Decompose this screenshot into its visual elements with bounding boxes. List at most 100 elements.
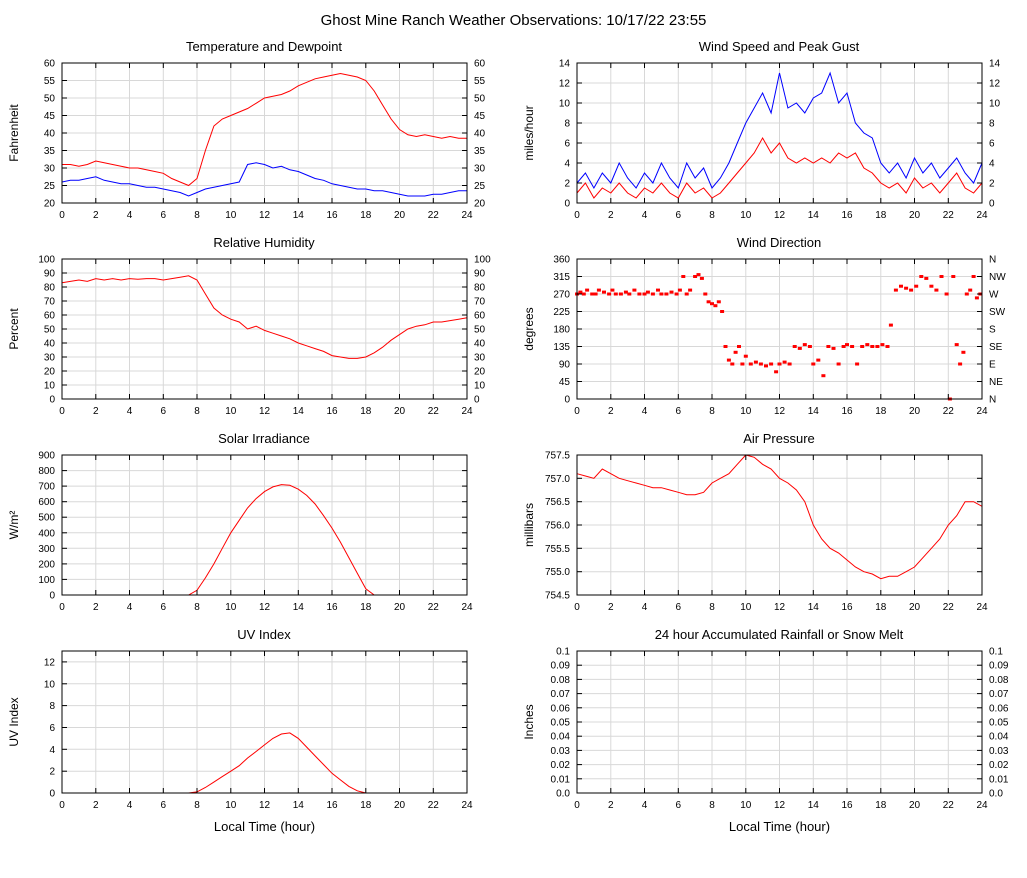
svg-text:6: 6 [675,406,681,417]
svg-text:55: 55 [474,76,486,87]
svg-text:0.06: 0.06 [989,703,1009,714]
svg-text:18: 18 [360,406,372,417]
svg-text:30: 30 [43,164,55,175]
svg-text:400: 400 [38,528,55,539]
svg-text:0: 0 [574,406,580,417]
svg-text:14: 14 [807,800,819,811]
svg-text:30: 30 [43,353,55,364]
svg-text:12: 12 [989,79,1001,90]
svg-text:12: 12 [258,602,270,613]
svg-text:2: 2 [989,179,995,190]
svg-text:8: 8 [564,119,570,130]
svg-text:10: 10 [740,800,752,811]
svg-text:18: 18 [875,210,887,221]
svg-text:90: 90 [474,269,486,280]
svg-text:0.05: 0.05 [550,718,570,729]
chart-title-wind-speed-gust: Wind Speed and Peak Gust [698,39,860,54]
svg-text:756.0: 756.0 [544,521,569,532]
svg-text:2: 2 [608,406,614,417]
svg-text:10: 10 [225,800,237,811]
svg-text:8: 8 [709,406,715,417]
svg-text:20: 20 [474,367,486,378]
svg-text:20: 20 [393,602,405,613]
svg-text:24: 24 [461,210,473,221]
svg-text:24: 24 [976,406,988,417]
svg-text:270: 270 [553,290,570,301]
svg-text:18: 18 [875,800,887,811]
figure-air-pressure: Air Pressure 0 2 4 6 8 10 12 14 16 18 20 22 24 754.5 7… [519,429,1024,619]
svg-text:0: 0 [989,199,995,210]
svg-text:225: 225 [553,307,570,318]
svg-text:45: 45 [43,111,55,122]
svg-text:180: 180 [553,325,570,336]
chart-title-air-pressure: Air Pressure [743,431,815,446]
chart-title-rainfall: 24 hour Accumulated Rainfall or Snow Mel… [654,627,904,642]
svg-text:6: 6 [160,210,166,221]
svg-text:20: 20 [908,602,920,613]
svg-text:14: 14 [292,602,304,613]
svg-text:20: 20 [474,199,486,210]
svg-text:16: 16 [326,406,338,417]
svg-text:22: 22 [427,210,439,221]
svg-text:10: 10 [225,602,237,613]
svg-text:0: 0 [59,210,65,221]
svg-text:0: 0 [59,406,65,417]
svg-text:Local Time (hour): Local Time (hour) [213,819,314,834]
svg-text:756.5: 756.5 [544,497,569,508]
svg-text:0: 0 [574,210,580,221]
svg-text:10: 10 [740,210,752,221]
svg-text:22: 22 [427,800,439,811]
svg-text:0.04: 0.04 [550,732,570,743]
svg-text:14: 14 [558,59,570,70]
svg-text:50: 50 [474,325,486,336]
svg-text:10: 10 [740,602,752,613]
svg-text:30: 30 [474,353,486,364]
svg-text:8: 8 [194,406,200,417]
svg-text:S: S [989,325,996,336]
svg-text:0: 0 [474,395,480,406]
svg-text:100: 100 [38,575,55,586]
svg-text:NE: NE [989,377,1003,388]
svg-text:0: 0 [574,602,580,613]
svg-text:N: N [989,255,996,266]
svg-text:40: 40 [43,129,55,140]
svg-text:10: 10 [740,406,752,417]
svg-text:20: 20 [908,406,920,417]
svg-text:16: 16 [326,210,338,221]
solar-irradiance-chart: 0 2 4 6 8 10 12 14 16 18 20 22 240100200300400500600… [7,451,473,614]
svg-text:0.0: 0.0 [989,789,1003,800]
svg-text:360: 360 [553,255,570,266]
svg-text:40: 40 [43,339,55,350]
svg-text:300: 300 [38,544,55,555]
svg-text:SW: SW [989,307,1006,318]
svg-text:12: 12 [773,602,785,613]
svg-text:20: 20 [393,800,405,811]
svg-text:900: 900 [38,451,55,462]
svg-text:0: 0 [59,602,65,613]
svg-text:0.09: 0.09 [989,661,1009,672]
svg-text:24: 24 [461,800,473,811]
svg-text:18: 18 [875,406,887,417]
svg-text:8: 8 [194,800,200,811]
svg-text:60: 60 [474,311,486,322]
svg-text:8: 8 [49,701,55,712]
svg-text:4: 4 [126,800,132,811]
svg-text:755.0: 755.0 [544,567,569,578]
svg-text:16: 16 [841,210,853,221]
svg-text:0.0: 0.0 [556,789,570,800]
svg-text:4: 4 [641,602,647,613]
svg-text:10: 10 [474,381,486,392]
chart-title-relative-humidity: Relative Humidity [213,235,315,250]
svg-text:22: 22 [942,602,954,613]
svg-text:30: 30 [474,164,486,175]
svg-text:135: 135 [553,342,570,353]
svg-text:NW: NW [989,272,1006,283]
svg-text:0.06: 0.06 [550,703,570,714]
svg-text:6: 6 [49,723,55,734]
svg-text:16: 16 [841,800,853,811]
figure-wind-speed-gust: Wind Speed and Peak Gust 0 2 4 6 8 10 12 14 16 18… [519,37,1024,227]
svg-text:12: 12 [258,800,270,811]
svg-text:754.5: 754.5 [544,591,569,602]
figure-temperature-dewpoint: Temperature and Dewpoint 0 2 4 6 8 10 12 14 16 18… [4,37,509,227]
svg-text:8: 8 [709,210,715,221]
